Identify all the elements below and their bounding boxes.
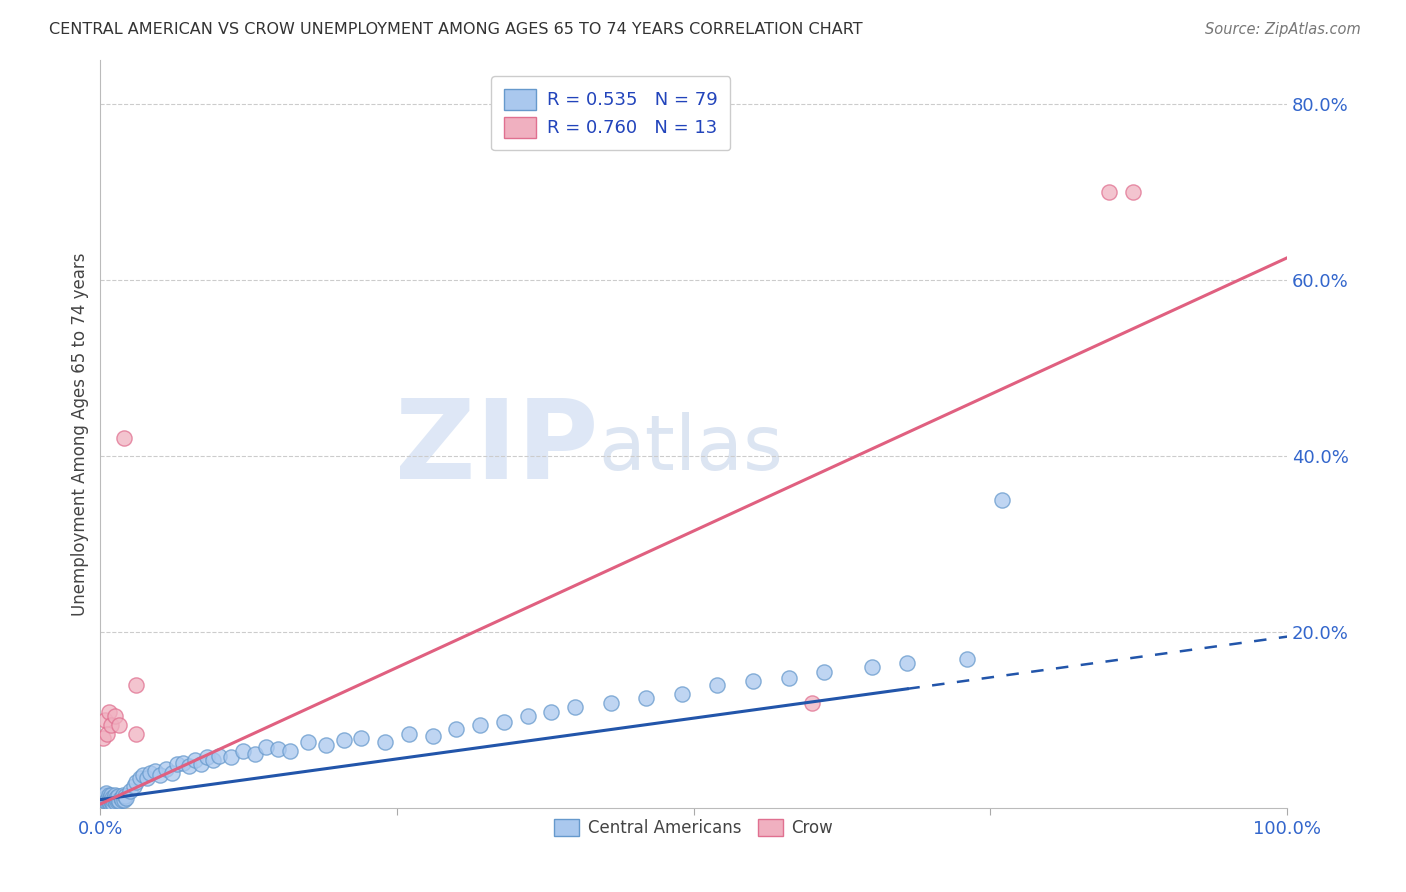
Point: [636, 691, 658, 706]
Point: [801, 696, 824, 710]
Point: [143, 764, 166, 779]
Point: [166, 757, 188, 772]
Text: CENTRAL AMERICAN VS CROW UNEMPLOYMENT AMONG AGES 65 TO 74 YEARS CORRELATION CHAR: CENTRAL AMERICAN VS CROW UNEMPLOYMENT AM…: [49, 22, 863, 37]
Point: [104, 789, 127, 803]
Point: [108, 794, 131, 808]
Point: [956, 651, 979, 665]
Point: [374, 735, 396, 749]
Point: [96, 786, 118, 800]
Point: [742, 673, 765, 688]
Point: [813, 665, 835, 679]
Point: [195, 750, 218, 764]
Point: [132, 768, 155, 782]
Point: [125, 726, 148, 740]
Y-axis label: Unemployment Among Ages 65 to 74 years: Unemployment Among Ages 65 to 74 years: [72, 252, 89, 615]
Point: [100, 717, 122, 731]
Point: [190, 757, 212, 772]
Point: [93, 789, 115, 803]
Point: [599, 696, 621, 710]
Point: [315, 738, 337, 752]
Point: [104, 794, 127, 808]
Point: [107, 792, 129, 806]
Point: [107, 789, 129, 803]
Point: [122, 780, 145, 794]
Point: [706, 678, 728, 692]
Point: [94, 790, 117, 805]
Point: [112, 432, 135, 446]
Point: [564, 700, 586, 714]
Point: [98, 790, 121, 805]
Point: [991, 493, 1014, 508]
Point: [94, 714, 117, 728]
Point: [208, 748, 231, 763]
Point: [350, 731, 373, 745]
Point: [398, 726, 420, 740]
Point: [104, 796, 127, 810]
Point: [896, 656, 918, 670]
Point: [446, 722, 468, 736]
Point: [97, 794, 120, 808]
Point: [104, 790, 127, 805]
Point: [111, 789, 134, 803]
Point: [149, 768, 172, 782]
Point: [135, 771, 157, 785]
Point: [671, 687, 693, 701]
Point: [202, 753, 225, 767]
Point: [91, 731, 114, 745]
Point: [91, 792, 114, 806]
Point: [1098, 185, 1121, 199]
Point: [110, 790, 132, 805]
Point: [278, 744, 301, 758]
Point: [860, 660, 883, 674]
Point: [98, 796, 121, 810]
Point: [100, 789, 122, 803]
Point: [297, 735, 319, 749]
Legend: Central Americans, Crow: Central Americans, Crow: [546, 810, 841, 845]
Point: [492, 715, 515, 730]
Point: [232, 744, 254, 758]
Point: [104, 709, 127, 723]
Text: Source: ZipAtlas.com: Source: ZipAtlas.com: [1205, 22, 1361, 37]
Point: [101, 790, 124, 805]
Point: [267, 741, 290, 756]
Point: [96, 794, 118, 808]
Point: [105, 794, 128, 808]
Point: [100, 794, 122, 808]
Point: [243, 747, 266, 761]
Point: [97, 705, 120, 719]
Point: [516, 709, 538, 723]
Point: [128, 771, 150, 785]
Point: [101, 796, 124, 810]
Point: [96, 726, 118, 740]
Point: [108, 717, 131, 731]
Point: [778, 671, 800, 685]
Point: [125, 678, 148, 692]
Point: [256, 739, 278, 754]
Point: [114, 789, 136, 803]
Point: [332, 732, 354, 747]
Point: [103, 792, 125, 806]
Point: [172, 756, 194, 770]
Point: [422, 729, 444, 743]
Point: [468, 717, 491, 731]
Point: [179, 759, 201, 773]
Point: [139, 766, 162, 780]
Point: [97, 789, 120, 803]
Point: [160, 766, 183, 780]
Point: [112, 792, 135, 806]
Point: [155, 762, 177, 776]
Point: [184, 753, 207, 767]
Text: ZIP: ZIP: [395, 395, 599, 502]
Point: [96, 792, 118, 806]
Point: [219, 750, 242, 764]
Point: [540, 705, 562, 719]
Text: atlas: atlas: [599, 412, 783, 486]
Point: [1122, 185, 1144, 199]
Point: [118, 784, 141, 798]
Point: [125, 775, 148, 789]
Point: [115, 790, 138, 805]
Point: [111, 792, 134, 806]
Point: [103, 797, 125, 811]
